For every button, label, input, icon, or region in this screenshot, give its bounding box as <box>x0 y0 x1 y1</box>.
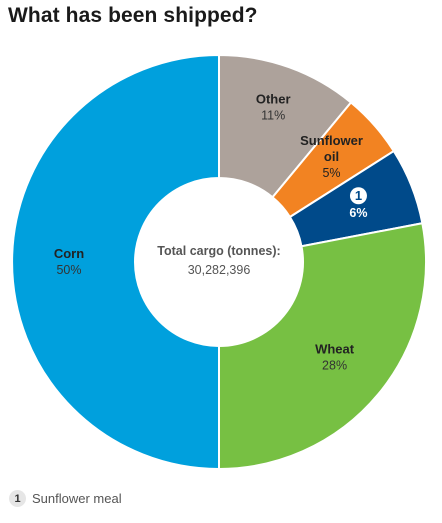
slice-label: Sunflower <box>300 133 363 148</box>
slice-label: Wheat <box>315 342 355 357</box>
slice-pct-label: 6% <box>349 206 367 220</box>
center-value: 30,282,396 <box>188 263 251 277</box>
slice-badge-bg <box>349 187 367 205</box>
slice-label: Other <box>256 91 291 106</box>
slice-5 <box>11 53 220 471</box>
center-label: Total cargo (tonnes): <box>157 244 280 258</box>
slice-pct-label: 11% <box>261 108 285 122</box>
footnote-text: Sunflower meal <box>32 491 122 506</box>
slice-label: oil <box>324 149 339 164</box>
slice-pct-label: 50% <box>56 263 81 277</box>
slice-label: 1 <box>355 188 362 203</box>
footnote-number-badge: 1 <box>9 490 26 507</box>
slice-4 <box>218 222 427 471</box>
chart-title: What has been shipped? <box>8 4 258 27</box>
footnote: 1 Sunflower meal <box>9 490 122 507</box>
slice-label: Corn <box>54 246 84 261</box>
donut-slices <box>11 53 427 471</box>
slice-pct-label: 5% <box>322 166 340 180</box>
slice-pct-label: 28% <box>322 359 347 373</box>
